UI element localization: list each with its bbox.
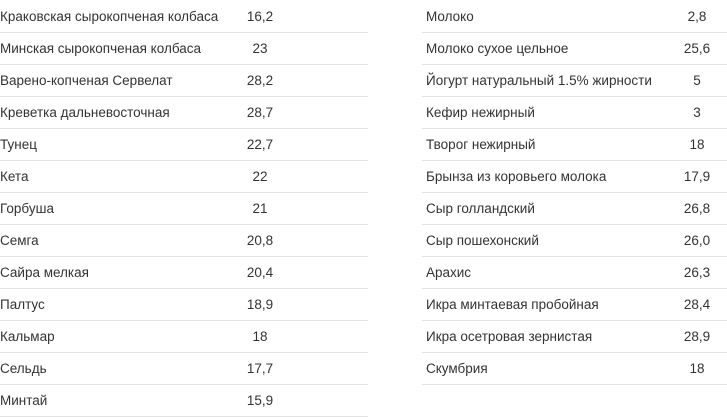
left-table: Краковская сырокопченая колбаса 16,2 Минск… (0, 1, 368, 417)
protein-value: 17,9 (683, 169, 711, 184)
product-name: Краковская сырокопченая колбаса (0, 9, 219, 24)
table-row: Кальмар 18 (0, 321, 368, 353)
protein-value: 22 (252, 169, 268, 184)
product-name: Кефир нежирный (426, 105, 535, 120)
protein-value: 2,8 (687, 9, 707, 24)
protein-value: 21 (252, 201, 268, 216)
protein-value: 28,7 (246, 105, 274, 120)
protein-value: 28,2 (246, 73, 274, 88)
table-row: Сыр голландский 26,8 (422, 193, 727, 225)
product-name: Минтай (0, 393, 48, 408)
product-name: Брынза из коровьего молока (426, 169, 607, 184)
product-name: Сыр голландский (426, 201, 535, 216)
product-name: Сельдь (0, 361, 47, 376)
table-row: Горбуша 21 (0, 193, 368, 225)
product-name: Минская сырокопченая колбаса (0, 41, 202, 56)
product-name: Творог нежирный (426, 137, 536, 152)
protein-value: 25,6 (683, 41, 711, 56)
protein-value: 3 (693, 105, 701, 120)
table-row: Сельдь 17,7 (0, 353, 368, 385)
product-name: Икра осетровая зернистая (426, 329, 593, 344)
table-row: Минская сырокопченая колбаса 23 (0, 33, 368, 65)
protein-value: 26,3 (683, 265, 711, 280)
protein-value: 28,9 (683, 329, 711, 344)
table-row: Икра осетровая зернистая 28,9 (422, 321, 727, 353)
table-row: Икра минтаевая пробойная 28,4 (422, 289, 727, 321)
table-row: Молоко сухое цельное 25,6 (422, 33, 727, 65)
protein-value: 26,8 (683, 201, 711, 216)
protein-value: 22,7 (246, 137, 274, 152)
product-name: Кальмар (0, 329, 55, 344)
table-row: Творог нежирный 18 (422, 129, 727, 161)
protein-value: 23 (252, 41, 268, 56)
table-row: Скумбрия 18 (422, 353, 727, 385)
product-name: Горбуша (0, 201, 54, 216)
protein-value: 18 (689, 361, 705, 376)
product-name: Варено-копченая Сервелат (0, 73, 173, 88)
product-name: Сайра мелкая (0, 265, 89, 280)
protein-value: 16,2 (246, 9, 274, 24)
table-row: Палтус 18,9 (0, 289, 368, 321)
table-row: Брынза из коровьего молока 17,9 (422, 161, 727, 193)
product-name: Йогурт натуральный 1.5% жирности (426, 73, 652, 88)
protein-value: 20,8 (246, 233, 274, 248)
product-name: Семга (0, 233, 39, 248)
table-row: Варено-копченая Сервелат 28,2 (0, 65, 368, 97)
product-name: Арахис (426, 265, 472, 280)
table-row: Тунец 22,7 (0, 129, 368, 161)
right-table: Молоко 2,8 Молоко сухое цельное 25,6 Йогурт … (422, 1, 727, 385)
table-row: Сайра мелкая 20,4 (0, 257, 368, 289)
table-row: Кета 22 (0, 161, 368, 193)
table-row: Кефир нежирный 3 (422, 97, 727, 129)
product-name: Тунец (0, 137, 37, 152)
protein-value: 18 (689, 137, 705, 152)
product-name: Кета (0, 169, 29, 184)
table-row: Минтай 15,9 (0, 385, 368, 417)
table-row: Краковская сырокопченая колбаса 16,2 (0, 1, 368, 33)
product-name: Молоко сухое цельное (426, 41, 569, 56)
protein-value: 17,7 (246, 361, 274, 376)
product-name: Сыр пошехонский (426, 233, 539, 248)
protein-value: 18,9 (246, 297, 274, 312)
protein-value: 26,0 (683, 233, 711, 248)
table-row: Семга 20,8 (0, 225, 368, 257)
table-row: Йогурт натуральный 1.5% жирности 5 (422, 65, 727, 97)
protein-value: 20,4 (246, 265, 274, 280)
table-row: Арахис 26,3 (422, 257, 727, 289)
product-name: Скумбрия (426, 361, 488, 376)
table-row: Сыр пошехонский 26,0 (422, 225, 727, 257)
product-name: Креветка дальневосточная (0, 105, 170, 120)
protein-value: 5 (693, 73, 701, 88)
product-name: Икра минтаевая пробойная (426, 297, 599, 312)
table-row: Креветка дальневосточная 28,7 (0, 97, 368, 129)
product-name: Молоко (426, 9, 474, 24)
protein-value: 28,4 (683, 297, 711, 312)
product-name: Палтус (0, 297, 45, 312)
protein-value: 15,9 (246, 393, 274, 408)
protein-value: 18 (252, 329, 268, 344)
table-row: Молоко 2,8 (422, 1, 727, 33)
